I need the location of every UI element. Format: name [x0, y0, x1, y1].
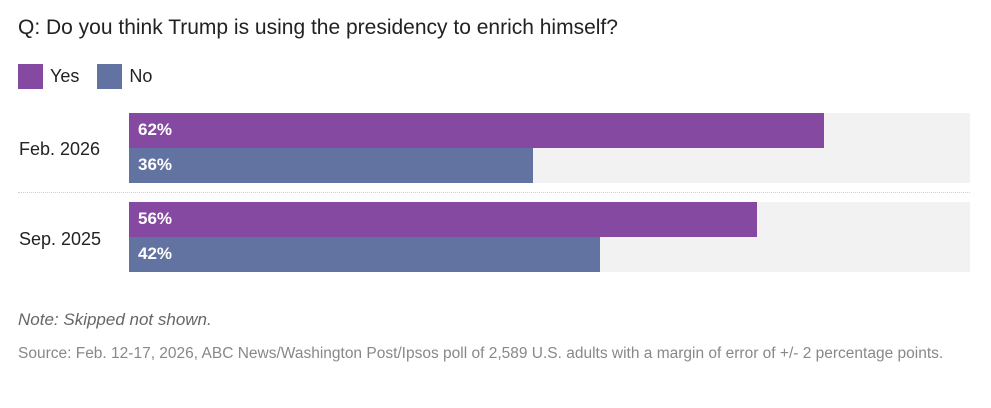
chart-note: Note: Skipped not shown. [18, 310, 212, 329]
bar-track: 62% [129, 113, 970, 148]
legend-label-yes: Yes [50, 66, 80, 86]
row-separator [18, 192, 970, 193]
category-label-feb-2026: Feb. 2026 [19, 139, 101, 159]
category-label-sep-2025: Sep. 2025 [19, 229, 102, 249]
bar-value-label: 36% [138, 155, 173, 174]
legend: Yes No [18, 64, 170, 89]
legend-label-no: No [129, 66, 153, 86]
legend-swatch-yes [18, 64, 43, 89]
bar-value-label: 56% [138, 209, 173, 228]
legend-item-no: No [97, 64, 152, 89]
bar-yes-1: 56% [129, 202, 757, 237]
bar-no-1: 42% [129, 237, 600, 272]
bar-value-label: 62% [138, 120, 173, 139]
bar-no-0: 36% [129, 148, 533, 183]
bar-track: 56% [129, 202, 970, 237]
chart-source: Source: Feb. 12-17, 2026, ABC News/Washi… [18, 345, 944, 362]
bar-value-label: 42% [138, 244, 173, 263]
chart-title: Q: Do you think Trump is using the presi… [18, 16, 618, 39]
legend-swatch-no [97, 64, 123, 89]
bar-yes-0: 62% [129, 113, 825, 148]
legend-item-yes: Yes [18, 64, 79, 89]
bar-track: 36% [129, 148, 970, 183]
bar-track: 42% [129, 237, 970, 272]
